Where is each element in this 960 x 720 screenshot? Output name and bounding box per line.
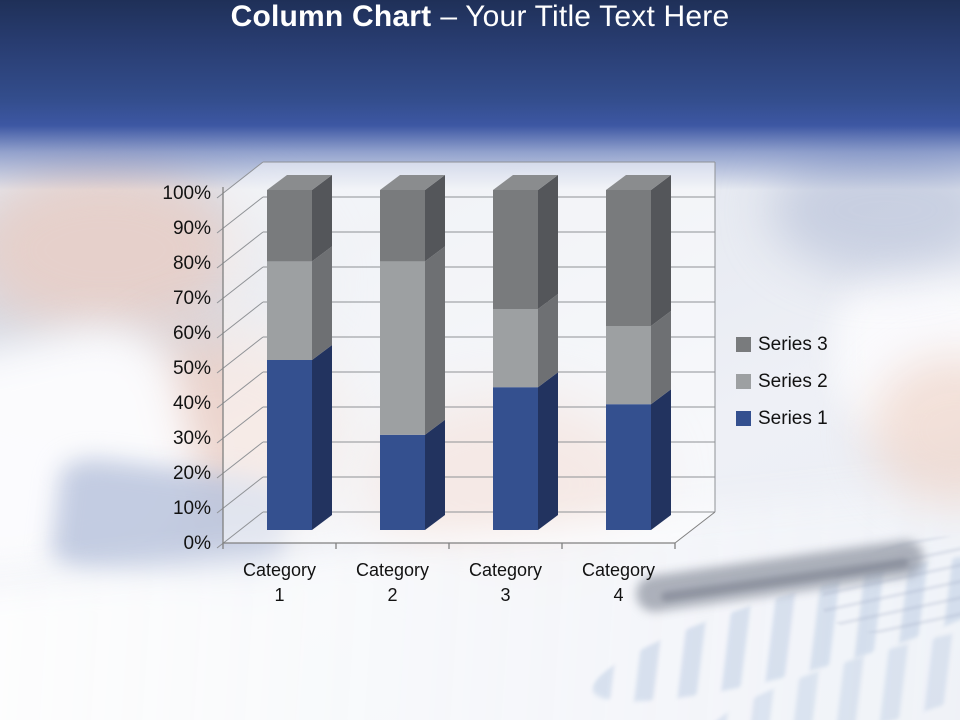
chart-legend: Series 3 Series 2 Series 1 — [736, 333, 828, 430]
y-axis-tick-label: 80% — [173, 253, 211, 274]
legend-item: Series 2 — [736, 370, 828, 393]
slide-title-emphasis: Column Chart — [230, 0, 432, 33]
x-axis-category-label: Category 3 — [468, 560, 543, 605]
depth-gridline — [216, 161, 264, 199]
bar-segment-front — [493, 309, 538, 388]
bar-top-face — [267, 175, 332, 190]
slide-header-band — [0, 0, 960, 190]
bar-segment-side — [312, 246, 332, 360]
legend-label: Series 3 — [758, 333, 828, 355]
bar-segment-side — [425, 419, 445, 530]
y-axis-tick-label: 50% — [173, 358, 211, 379]
depth-gridline — [216, 231, 264, 269]
slide-title-rest: – Your Title Text Here — [440, 0, 730, 33]
legend-item: Series 1 — [736, 407, 828, 430]
bar-segment-front — [493, 190, 538, 309]
legend-label: Series 2 — [758, 370, 828, 392]
bar-segment-side — [538, 294, 558, 388]
x-axis-category-label: Category 4 — [581, 560, 656, 605]
y-axis-tick-label: 40% — [173, 393, 211, 414]
bar-segment-front — [493, 387, 538, 530]
legend-swatch — [736, 374, 751, 389]
chart-wall-fill — [223, 162, 715, 543]
x-axis-category-label: Category 1 — [242, 560, 317, 605]
y-axis-tick-label: 100% — [162, 183, 211, 204]
bar-segment-side — [538, 175, 558, 309]
bar-segment-side — [651, 311, 671, 405]
legend-swatch — [736, 411, 751, 426]
y-axis-tick-label: 70% — [173, 288, 211, 309]
floor-right-edge — [674, 511, 716, 544]
bar-segment-side — [425, 246, 445, 435]
y-axis-tick-label: 0% — [184, 533, 212, 554]
depth-gridline — [216, 301, 264, 339]
bar-segment-side — [312, 175, 332, 262]
depth-gridline — [216, 406, 264, 444]
photo-blur-shape — [0, 165, 240, 335]
depth-gridline — [216, 266, 264, 304]
bar-top-face — [606, 175, 671, 190]
depth-gridline — [216, 476, 264, 514]
depth-gridline — [216, 371, 264, 409]
y-axis-tick-label: 60% — [173, 323, 211, 344]
legend-item: Series 3 — [736, 333, 828, 356]
bar-segment-side — [538, 372, 558, 530]
depth-gridline — [216, 336, 264, 374]
y-axis-tick-label: 20% — [173, 463, 211, 484]
x-axis-category-label: Category 2 — [355, 560, 430, 605]
legend-swatch — [736, 337, 751, 352]
depth-gridline — [216, 196, 264, 234]
bar-top-face — [380, 175, 445, 190]
depth-gridline — [216, 511, 264, 549]
bar-segment-front — [606, 404, 651, 530]
bar-segment-front — [380, 190, 425, 262]
bar-segment-front — [606, 326, 651, 405]
bar-segment-side — [651, 389, 671, 530]
y-axis-tick-label: 90% — [173, 218, 211, 239]
depth-gridline — [216, 441, 264, 479]
bar-segment-side — [425, 175, 445, 262]
bar-segment-front — [267, 190, 312, 262]
bar-top-face — [493, 175, 558, 190]
bar-segment-front — [380, 261, 425, 435]
bar-segment-side — [312, 345, 332, 530]
bar-segment-front — [267, 360, 312, 530]
y-axis-tick-label: 30% — [173, 428, 211, 449]
legend-label: Series 1 — [758, 407, 828, 429]
bar-segment-front — [380, 434, 425, 530]
y-axis-tick-label: 10% — [173, 498, 211, 519]
bar-segment-front — [267, 261, 312, 360]
bar-segment-front — [606, 190, 651, 326]
bar-segment-side — [651, 175, 671, 326]
